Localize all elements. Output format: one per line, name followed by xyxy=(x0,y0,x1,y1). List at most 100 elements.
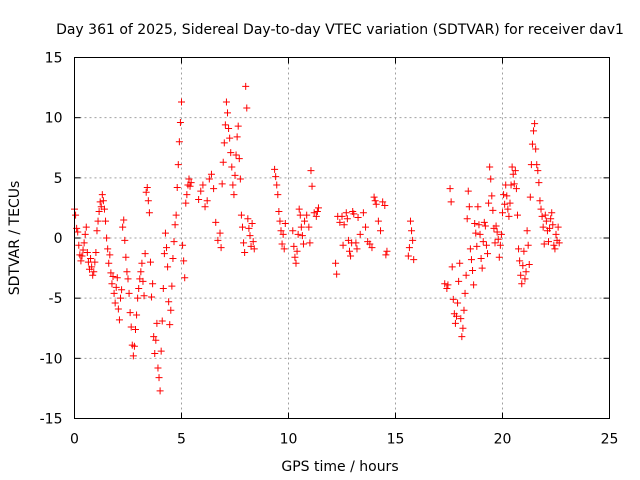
data-point xyxy=(516,257,524,265)
data-point xyxy=(102,217,110,225)
data-point xyxy=(137,268,145,276)
data-point xyxy=(210,185,218,193)
data-point xyxy=(153,319,161,327)
data-point xyxy=(72,211,80,219)
data-point xyxy=(528,140,536,148)
data-point xyxy=(457,315,465,323)
y-tick-label: 0 xyxy=(54,231,63,247)
data-point xyxy=(114,305,122,313)
data-point xyxy=(462,271,470,279)
data-point xyxy=(510,180,518,188)
data-point xyxy=(293,247,301,255)
data-point xyxy=(539,223,547,231)
data-point xyxy=(248,220,256,228)
data-point xyxy=(146,258,154,266)
data-point xyxy=(379,198,387,206)
data-point xyxy=(343,215,351,223)
data-point xyxy=(221,121,229,129)
data-point xyxy=(452,312,460,320)
data-point xyxy=(273,181,281,189)
axis-ticks: 0 5 10 15 20 25 -15 -10 -5 0 5 10 15 xyxy=(40,51,619,448)
data-point xyxy=(159,285,167,293)
data-point xyxy=(356,230,364,238)
data-point xyxy=(180,257,188,265)
x-axis-label: GPS time / hours xyxy=(281,459,398,475)
data-point xyxy=(279,230,287,238)
data-point xyxy=(168,282,176,290)
data-point xyxy=(366,240,374,248)
data-point xyxy=(197,187,205,195)
data-point xyxy=(87,254,95,262)
data-point xyxy=(297,223,305,231)
data-point xyxy=(156,387,164,395)
data-point xyxy=(183,191,191,199)
data-point xyxy=(504,205,512,213)
data-point xyxy=(224,109,232,117)
data-point xyxy=(409,236,417,244)
data-point xyxy=(149,280,157,288)
data-point xyxy=(182,199,190,207)
data-point xyxy=(237,211,245,219)
data-point xyxy=(243,104,251,112)
data-point xyxy=(492,222,500,230)
data-point xyxy=(151,350,159,358)
data-point xyxy=(82,223,90,231)
data-point xyxy=(154,364,162,372)
data-point xyxy=(550,241,558,249)
data-point xyxy=(493,228,501,236)
data-point xyxy=(94,217,102,225)
data-point xyxy=(109,273,117,281)
data-point xyxy=(234,122,242,130)
data-point xyxy=(157,347,165,355)
data-point xyxy=(448,263,456,271)
data-point xyxy=(150,333,158,341)
data-point xyxy=(167,306,175,314)
data-point xyxy=(92,248,100,256)
data-point xyxy=(333,270,341,278)
data-point xyxy=(160,250,168,258)
data-point xyxy=(278,240,286,248)
data-point xyxy=(306,239,314,247)
data-point xyxy=(140,292,148,300)
data-point xyxy=(531,120,539,128)
data-point xyxy=(499,209,506,217)
data-point xyxy=(199,181,207,189)
data-point xyxy=(295,205,303,213)
data-point xyxy=(148,293,156,301)
data-point xyxy=(489,206,497,214)
data-point xyxy=(219,158,227,166)
data-point xyxy=(164,263,172,271)
data-point xyxy=(521,275,529,283)
data-point xyxy=(225,124,233,132)
data-point xyxy=(232,151,240,159)
data-point xyxy=(169,254,177,262)
data-point xyxy=(505,212,513,220)
data-point xyxy=(236,175,244,183)
data-point xyxy=(382,251,390,259)
data-point xyxy=(506,199,514,207)
data-point xyxy=(292,259,300,267)
data-point xyxy=(501,200,509,208)
data-point xyxy=(121,236,129,244)
data-point xyxy=(228,163,236,171)
data-point xyxy=(119,223,127,231)
data-point xyxy=(81,230,89,238)
data-point xyxy=(277,227,285,235)
data-point xyxy=(451,319,459,327)
data-point xyxy=(482,241,490,249)
data-point xyxy=(244,215,252,223)
data-point xyxy=(444,281,452,289)
data-point xyxy=(144,197,152,205)
data-point xyxy=(233,133,241,141)
data-point xyxy=(142,188,150,196)
data-point xyxy=(226,134,234,142)
data-point xyxy=(354,214,362,222)
data-point xyxy=(271,165,279,173)
data-point xyxy=(520,247,528,255)
data-point xyxy=(459,324,467,332)
data-point xyxy=(530,127,538,135)
data-point xyxy=(454,299,462,307)
data-point xyxy=(175,138,183,146)
data-point xyxy=(122,253,130,261)
y-tick-label: 10 xyxy=(45,111,63,127)
